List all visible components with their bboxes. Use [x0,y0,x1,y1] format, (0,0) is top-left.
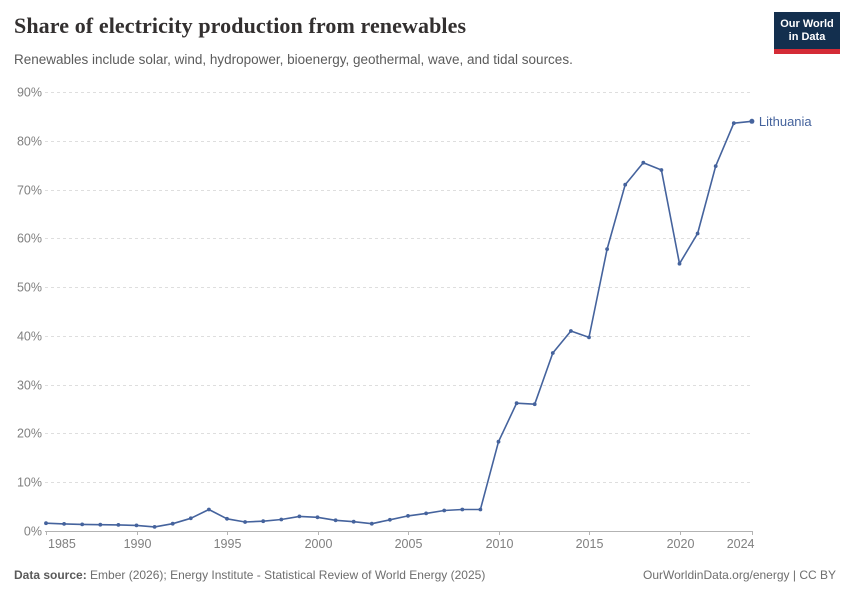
x-tick-label: 2000 [305,537,333,551]
y-tick-label: 90% [17,86,42,100]
y-tick-label: 10% [17,476,42,490]
x-tick-label: 2005 [395,537,423,551]
data-point[interactable] [333,518,338,523]
data-point[interactable] [587,335,591,340]
data-point[interactable] [749,118,755,124]
x-tick-label: 2024 [727,537,755,551]
data-point[interactable] [297,514,302,519]
data-point[interactable] [713,164,718,169]
x-tick-label: 2020 [667,537,695,551]
data-line[interactable] [45,120,753,528]
data-point[interactable] [80,522,85,527]
data-point[interactable] [695,231,700,236]
owid-logo-line2: in Data [788,31,826,43]
data-point[interactable] [406,514,410,518]
data-point[interactable] [243,520,248,524]
data-point[interactable] [641,160,646,165]
data-point[interactable] [261,519,266,524]
data-point[interactable] [623,182,628,187]
data-point[interactable] [116,523,121,527]
data-point[interactable] [188,516,193,521]
y-tick-label: 50% [17,281,42,295]
y-tick-label: 80% [17,135,42,149]
y-tick-label: 30% [17,379,42,393]
data-point[interactable] [424,511,428,516]
data-point[interactable] [514,401,519,406]
y-tick-label: 70% [17,184,42,198]
data-point[interactable] [731,121,736,126]
credit-link[interactable]: OurWorldinData.org/energy | CC BY [643,568,836,582]
data-point[interactable] [44,521,48,526]
data-point[interactable] [152,525,157,529]
x-tick-label: 1990 [124,537,152,551]
data-point[interactable] [496,439,501,444]
owid-logo[interactable]: Our World in Data [774,12,840,54]
y-tick-label: 20% [17,427,42,441]
owid-logo-line1: Our World [780,18,834,30]
data-point[interactable] [442,508,447,513]
data-point[interactable] [550,351,555,355]
x-tick-label: 1985 [48,537,76,551]
series-end-label[interactable]: Lithuania [759,114,813,129]
data-source-text: Ember (2026); Energy Institute - Statist… [86,568,486,582]
data-point[interactable] [315,515,320,520]
y-tick-label: 0% [24,525,42,539]
x-tick-label: 1995 [214,537,242,551]
data-point[interactable] [98,522,103,527]
data-point[interactable] [207,507,211,512]
data-point[interactable] [605,247,609,252]
y-tick-label: 40% [17,330,42,344]
chart-subtitle: Renewables include solar, wind, hydropow… [14,52,573,67]
data-source-note: Data source: Ember (2026); Energy Instit… [14,568,485,582]
y-tick-label: 60% [17,232,42,246]
data-point[interactable] [279,517,284,522]
data-point[interactable] [659,168,664,172]
data-point[interactable] [225,516,229,521]
data-point[interactable] [351,519,356,524]
data-source-label: Data source: [14,568,87,582]
chart-title: Share of electricity production from ren… [14,13,467,38]
x-tick-label: 2015 [576,537,604,551]
data-point[interactable] [170,521,175,526]
data-point[interactable] [532,402,537,407]
data-point[interactable] [460,507,465,512]
data-point[interactable] [388,517,392,522]
data-point[interactable] [62,522,66,526]
chart-footer: Data source: Ember (2026); Energy Instit… [14,568,836,582]
data-point[interactable] [478,507,483,512]
data-point[interactable] [369,521,374,526]
data-point[interactable] [134,523,139,528]
data-point[interactable] [569,329,573,333]
x-tick-label: 2010 [486,537,514,551]
data-point[interactable] [677,261,682,266]
